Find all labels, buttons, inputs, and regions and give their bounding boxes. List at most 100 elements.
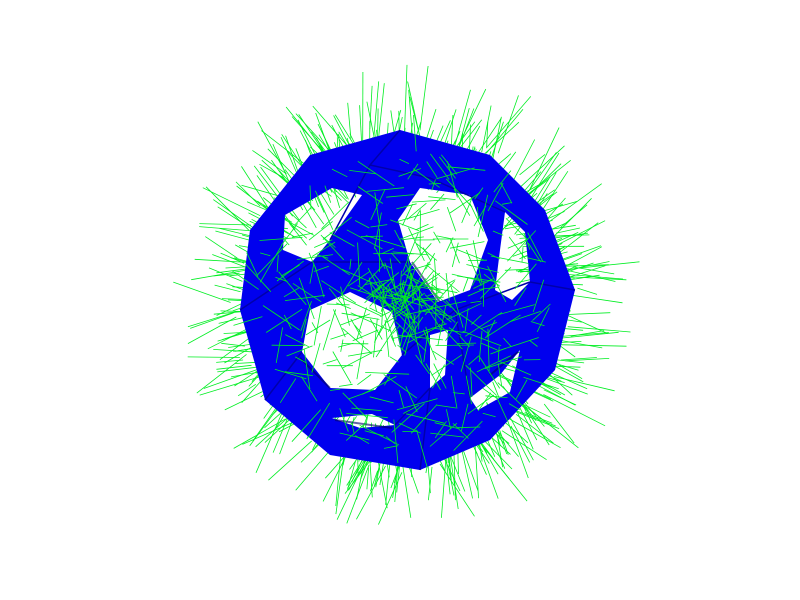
normal-line bbox=[478, 330, 483, 363]
normal-line bbox=[245, 263, 272, 292]
normal-line bbox=[428, 196, 456, 200]
normal-line bbox=[259, 252, 271, 257]
normal-line bbox=[458, 312, 490, 335]
normal-line bbox=[394, 229, 405, 249]
normal-line bbox=[406, 413, 445, 424]
normal-line bbox=[341, 268, 383, 288]
normal-line bbox=[559, 268, 616, 282]
normal-line bbox=[364, 430, 384, 437]
normal-line bbox=[196, 354, 247, 394]
normal-line bbox=[262, 305, 300, 331]
normal-line bbox=[388, 295, 412, 303]
normal-line bbox=[446, 206, 457, 232]
normal-line bbox=[504, 416, 561, 449]
normal-line bbox=[322, 216, 352, 240]
normal-line bbox=[301, 318, 307, 339]
normal-line bbox=[482, 412, 496, 418]
normal-line bbox=[523, 405, 550, 446]
normal-line bbox=[301, 376, 318, 402]
normal-line bbox=[505, 415, 529, 479]
normal-line bbox=[348, 389, 375, 400]
normal-line bbox=[514, 287, 527, 306]
normal-line bbox=[433, 231, 441, 244]
normal-line bbox=[374, 192, 380, 224]
normal-line bbox=[276, 254, 279, 272]
normal-line bbox=[487, 252, 501, 260]
normal-line bbox=[187, 310, 238, 328]
normal-line bbox=[333, 309, 346, 338]
normal-line bbox=[519, 154, 546, 176]
normal-line bbox=[378, 301, 399, 336]
normal-line bbox=[465, 249, 482, 286]
normal-line bbox=[351, 407, 382, 411]
normal-line bbox=[347, 460, 356, 490]
normal-line bbox=[291, 232, 314, 238]
normal-line bbox=[577, 287, 598, 295]
normal-line bbox=[404, 64, 408, 135]
normal-line bbox=[340, 296, 381, 317]
normal-line bbox=[257, 243, 288, 275]
normal-line bbox=[503, 337, 512, 348]
normal-line bbox=[411, 261, 429, 294]
normal-line bbox=[413, 209, 421, 221]
normal-line bbox=[341, 312, 380, 320]
normal-line bbox=[187, 356, 240, 358]
normal-line bbox=[487, 328, 490, 371]
normal-line bbox=[338, 261, 363, 300]
normal-line bbox=[366, 187, 404, 192]
normal-line bbox=[553, 376, 615, 392]
normal-line bbox=[384, 286, 407, 301]
normal-line bbox=[448, 446, 459, 510]
normal-line bbox=[543, 394, 606, 427]
normal-line bbox=[357, 186, 384, 204]
normal-line bbox=[235, 181, 261, 207]
frame-shadows bbox=[299, 261, 519, 429]
normal-line bbox=[202, 187, 261, 217]
normal-line bbox=[340, 286, 350, 326]
normal-line bbox=[470, 367, 473, 397]
normal-line bbox=[411, 296, 448, 316]
normal-line bbox=[445, 300, 459, 315]
normal-line bbox=[292, 283, 322, 303]
normal-line bbox=[257, 121, 287, 174]
normal-line bbox=[347, 270, 371, 287]
normal-line bbox=[453, 447, 456, 501]
normal-line bbox=[339, 408, 349, 432]
normal-line bbox=[484, 356, 522, 369]
normal-line bbox=[373, 81, 380, 141]
normal-line bbox=[481, 342, 498, 351]
normal-line bbox=[268, 440, 312, 481]
normal-line bbox=[419, 65, 429, 131]
normal-line bbox=[203, 366, 265, 389]
normal-line bbox=[462, 277, 469, 292]
normal-line bbox=[314, 266, 325, 298]
normal-line bbox=[356, 465, 386, 520]
normal-line bbox=[415, 354, 430, 375]
normal-line bbox=[485, 109, 524, 154]
normal-line bbox=[445, 273, 450, 302]
normal-line bbox=[285, 135, 300, 176]
normal-line bbox=[454, 89, 471, 145]
normal-line bbox=[246, 252, 259, 277]
normal-line bbox=[538, 170, 569, 216]
normal-line bbox=[344, 457, 373, 494]
normal-line bbox=[389, 356, 399, 363]
normal-line bbox=[465, 365, 497, 396]
frame-edges bbox=[239, 129, 576, 471]
normal-line bbox=[493, 170, 512, 193]
normal-line bbox=[286, 345, 313, 357]
normal-line bbox=[468, 355, 480, 366]
normal-line bbox=[431, 364, 445, 389]
normal-line bbox=[433, 363, 447, 389]
normal-line bbox=[430, 193, 445, 210]
normal-line bbox=[356, 307, 367, 340]
normal-line bbox=[396, 329, 402, 347]
normal-line bbox=[346, 229, 383, 250]
normal-line bbox=[373, 273, 401, 307]
normal-line bbox=[498, 360, 532, 376]
normal-line bbox=[456, 249, 484, 261]
normal-line bbox=[467, 288, 484, 297]
normal-line bbox=[399, 158, 410, 164]
normal-line bbox=[509, 310, 542, 323]
normal-line bbox=[347, 349, 383, 357]
